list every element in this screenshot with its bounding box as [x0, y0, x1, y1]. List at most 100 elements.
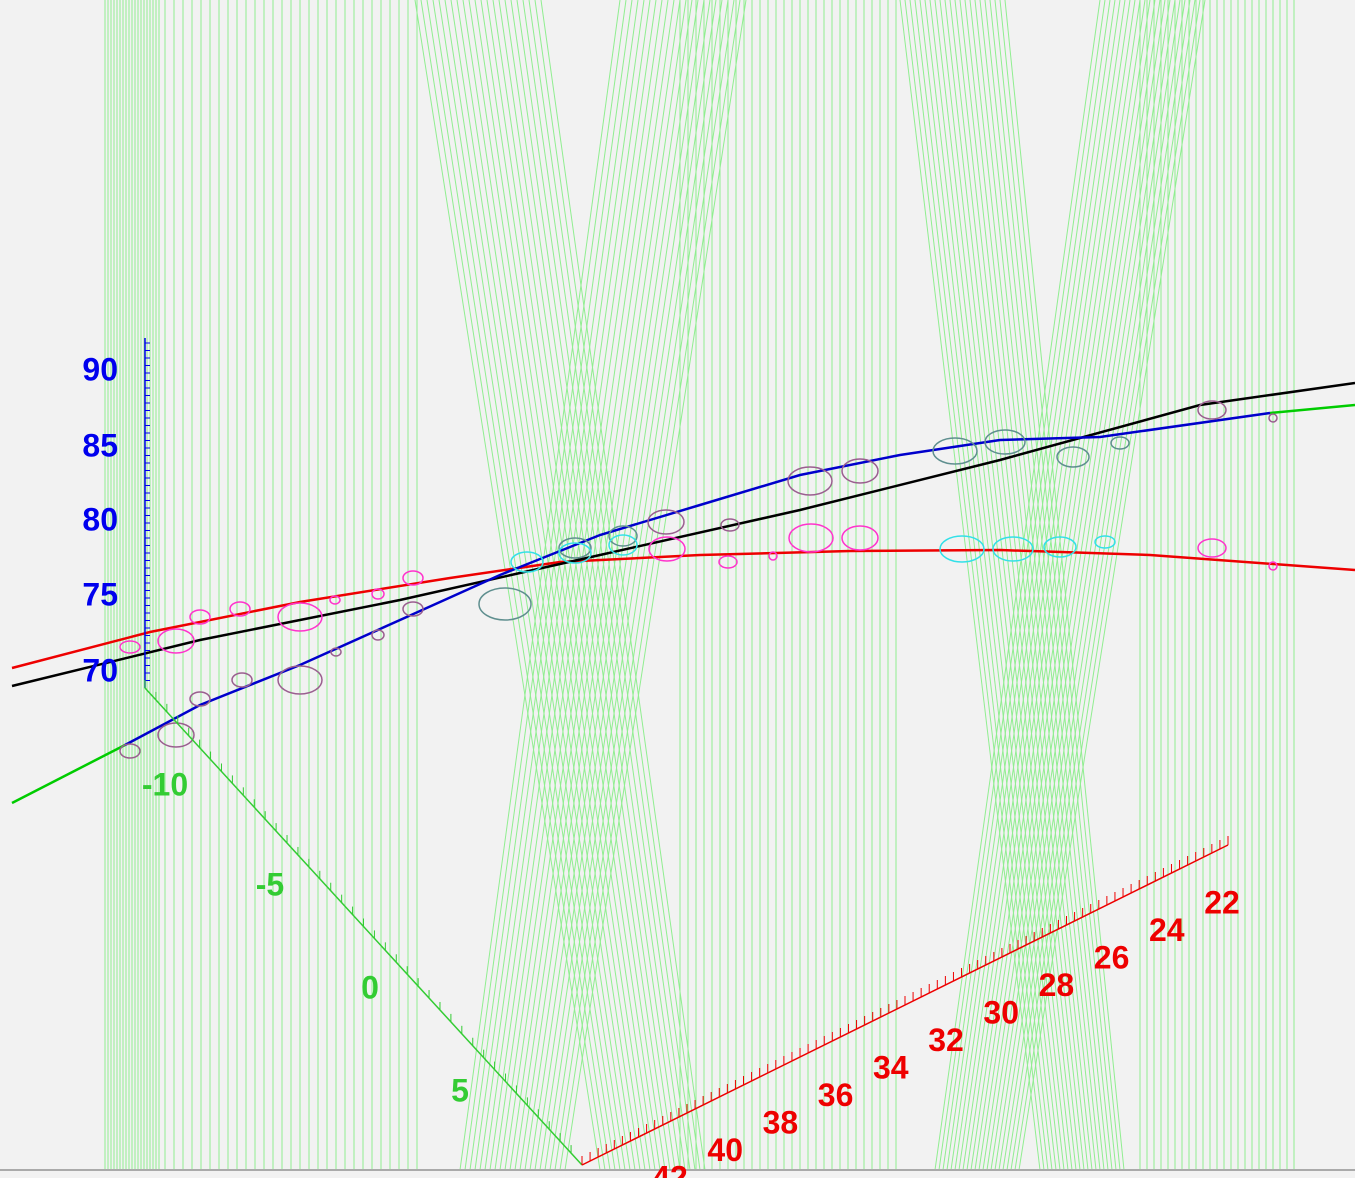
bg-line	[1010, 0, 1196, 1171]
ellipse	[788, 523, 834, 553]
bg-line	[539, 0, 717, 1171]
horizontal-tick-label: 36	[818, 1077, 854, 1113]
horizontal-tick-label: 32	[928, 1022, 964, 1058]
ellipse	[647, 509, 685, 535]
bg-line	[1006, 0, 1191, 1171]
ellipse	[1094, 535, 1116, 549]
ellipse	[608, 525, 638, 547]
depth-tick-label: 0	[361, 969, 379, 1005]
bg-line	[954, 0, 1126, 1171]
ellipse	[841, 525, 879, 551]
bg-line	[492, 0, 666, 1171]
red-curve	[11, 548, 1355, 670]
ellipse	[229, 601, 251, 617]
ellipse	[371, 588, 385, 600]
bg-line	[549, 0, 729, 1171]
bg-line	[474, 0, 651, 1171]
bg-line	[534, 0, 701, 1171]
bg-line	[979, 0, 1105, 1171]
bg-line	[969, 0, 1097, 1171]
ellipse	[1197, 538, 1227, 558]
bg-line	[984, 0, 1109, 1171]
axis-labels: 90 85 80 75 70 -10 -5 0 5 22 24 26 28 30 32 34 36 38 40 42	[82, 351, 1239, 1178]
bg-line	[516, 0, 686, 1171]
bg-line	[982, 0, 1161, 1171]
ellipse	[330, 647, 342, 657]
bg-line	[934, 0, 1101, 1171]
ellipse	[558, 537, 592, 559]
bg-line	[970, 0, 1146, 1171]
ellipse	[1056, 446, 1090, 468]
horizontal-tick-label: 24	[1149, 912, 1185, 948]
ellipse	[329, 595, 341, 605]
cyan-ellipses	[510, 534, 1116, 573]
bg-line	[559, 0, 741, 1171]
ellipse	[718, 555, 738, 569]
bg-line	[450, 0, 631, 1171]
bg-line	[468, 0, 646, 1171]
ellipse	[1110, 436, 1130, 450]
horizontal-tick-label: 28	[1039, 967, 1075, 1003]
ellipse	[371, 629, 385, 641]
bg-line	[989, 0, 1113, 1171]
ellipse	[119, 640, 141, 654]
bg-line	[544, 0, 723, 1171]
ellipse	[1268, 561, 1278, 571]
bg-line	[958, 0, 1131, 1171]
bg-line	[564, 0, 747, 1171]
depth-tick-label: 5	[451, 1072, 469, 1108]
ellipse	[932, 437, 978, 465]
bg-line	[480, 0, 656, 1171]
ellipse	[402, 570, 424, 586]
horizontal-tick-label: 42	[652, 1159, 688, 1178]
bg-line	[486, 0, 661, 1171]
vertical-tick-label: 75	[82, 576, 118, 612]
ellipse	[189, 609, 211, 625]
background-lines	[104, 0, 1295, 1171]
bg-line	[959, 0, 1089, 1171]
ellipse	[277, 602, 323, 632]
ellipse	[402, 601, 424, 617]
green-curve	[11, 403, 1355, 805]
horizontal-tick-label: 40	[707, 1132, 743, 1168]
bg-line	[962, 0, 1136, 1171]
bg-line	[510, 0, 681, 1171]
ellipse	[231, 672, 253, 688]
bg-line	[944, 0, 1077, 1171]
bg-line	[504, 0, 676, 1171]
horizontal-tick-label: 26	[1094, 939, 1130, 975]
depth-tick-label: -5	[256, 866, 284, 902]
ellipse	[787, 466, 833, 496]
bg-line	[949, 0, 1081, 1171]
ellipse	[720, 518, 740, 532]
bg-line	[462, 0, 641, 1171]
bg-line	[1014, 0, 1201, 1171]
bg-line	[994, 0, 1117, 1171]
ellipses	[119, 400, 1278, 759]
bg-line	[456, 0, 636, 1171]
ellipse	[119, 743, 141, 759]
horizontal-tick-label: 30	[983, 994, 1019, 1030]
bg-line	[1018, 0, 1206, 1171]
ellipse	[157, 628, 195, 654]
magenta-ellipses	[119, 523, 1278, 654]
horizontal-tick-label: 38	[763, 1104, 799, 1140]
bg-line	[964, 0, 1093, 1171]
bg-line	[994, 0, 1176, 1171]
black-curve	[11, 381, 1355, 688]
ellipse	[1197, 400, 1227, 420]
bg-line	[1004, 0, 1125, 1171]
vertical-tick-label: 80	[82, 501, 118, 537]
depth-tick-label: -10	[142, 766, 188, 802]
bg-line	[946, 0, 1116, 1171]
ellipse	[478, 587, 532, 621]
ellipse	[768, 551, 778, 561]
vertical-tick-label: 85	[82, 427, 118, 463]
ellipse	[984, 429, 1026, 455]
bg-line	[540, 0, 706, 1171]
ellipse	[841, 458, 879, 484]
bg-line	[986, 0, 1166, 1171]
ellipse	[1268, 413, 1278, 423]
horizontal-tick-label: 22	[1204, 884, 1240, 920]
